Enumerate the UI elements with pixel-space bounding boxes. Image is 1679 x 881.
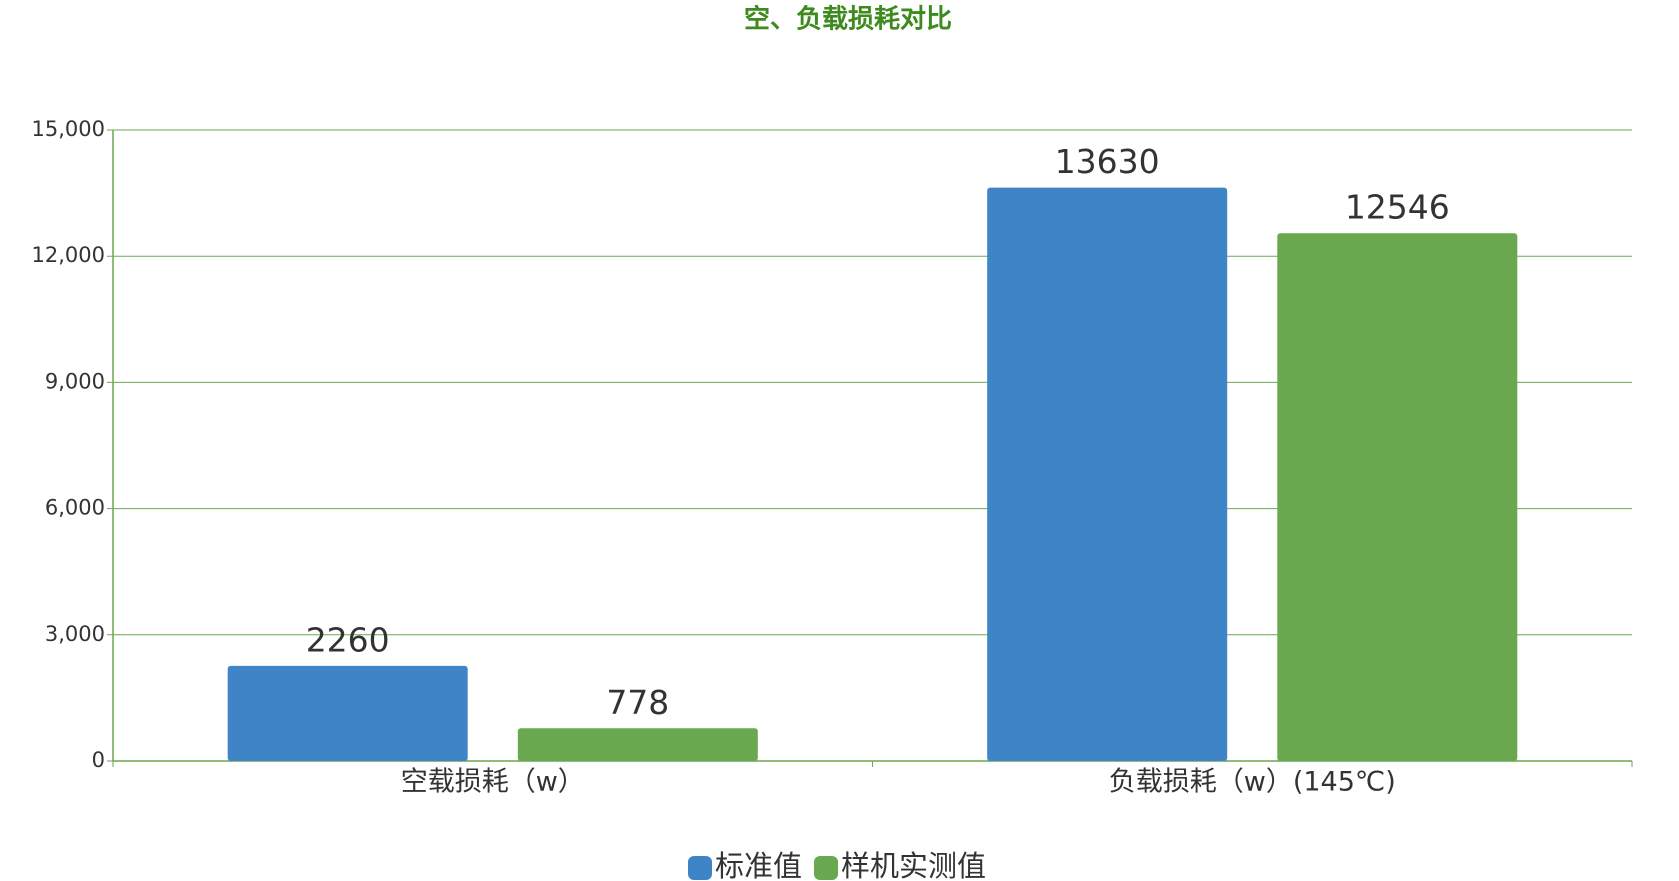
bar <box>227 665 468 761</box>
legend: 标准值 样机实测值 <box>688 849 986 881</box>
y-tick-label: 12,000 <box>32 243 105 267</box>
y-tick-label: 9,000 <box>45 369 105 393</box>
legend-label: 样机实测值 <box>841 849 986 881</box>
legend-swatch <box>688 856 712 880</box>
bar <box>1277 233 1518 762</box>
y-tick-label: 15,000 <box>32 117 105 141</box>
x-tick-label: 负载损耗（w）(145℃) <box>1109 767 1396 798</box>
y-tick-label: 6,000 <box>45 496 105 520</box>
x-tick-label: 空载损耗（w） <box>401 767 585 798</box>
value-label: 13630 <box>1055 142 1160 181</box>
bar <box>517 728 758 761</box>
legend-swatch <box>814 856 839 880</box>
value-label: 12546 <box>1345 188 1450 227</box>
legend-label: 标准值 <box>715 849 802 881</box>
y-tick-label: 0 <box>92 748 105 772</box>
value-label: 778 <box>606 683 669 722</box>
chart-title: 空、负载损耗对比 <box>744 4 952 35</box>
bar <box>987 187 1228 761</box>
y-tick-label: 3,000 <box>45 622 105 646</box>
value-label: 2260 <box>306 620 390 659</box>
